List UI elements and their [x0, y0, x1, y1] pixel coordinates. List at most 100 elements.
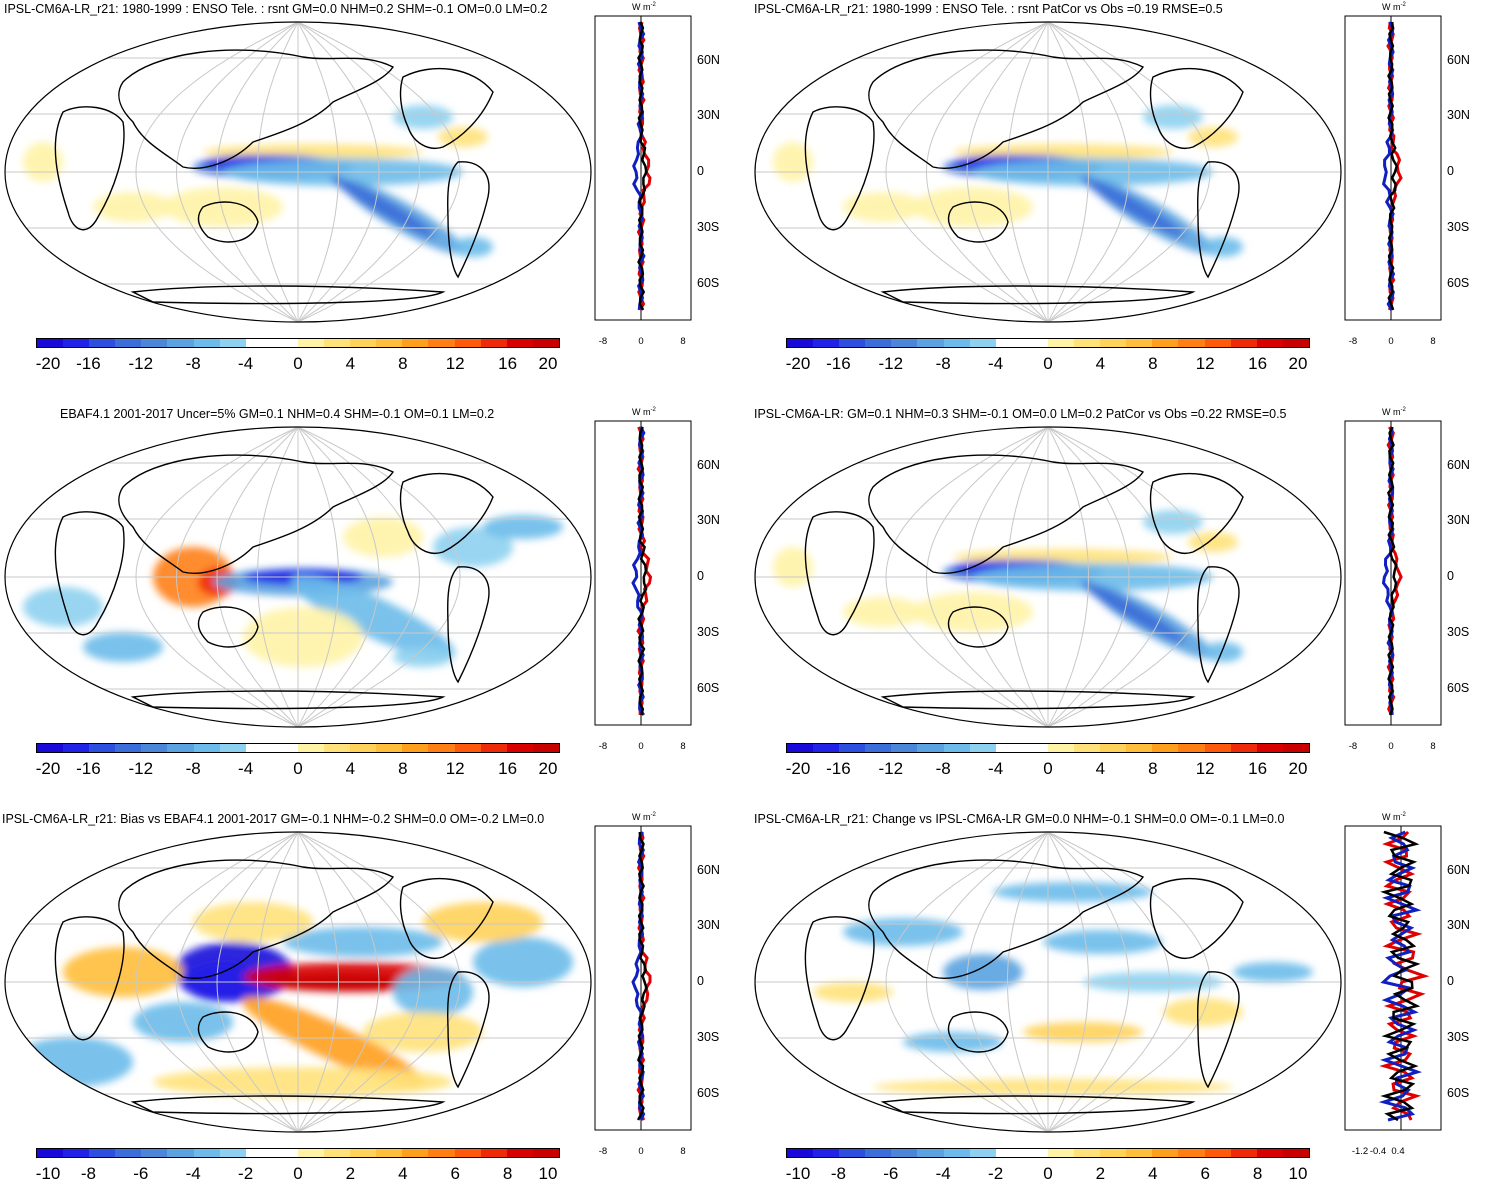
- colorbar-segment: [1178, 744, 1204, 752]
- field-anomaly-patch: [913, 187, 1033, 227]
- field-anomaly-patch: [843, 192, 923, 222]
- profile-tick-label: 8: [1430, 741, 1435, 752]
- colorbar-tick-label: 6: [450, 1164, 459, 1184]
- latitude-label: 30N: [697, 918, 720, 932]
- colorbar-tick-label: 8: [1253, 1164, 1262, 1184]
- profile-tick-label: 8: [1430, 336, 1435, 347]
- colorbar-tick-label: -8: [81, 1164, 96, 1184]
- colorbar-segment: [1048, 1149, 1074, 1157]
- profile-unit: W m-2: [632, 812, 656, 822]
- colorbar-segment: [507, 1149, 533, 1157]
- colorbar-segment: [298, 744, 324, 752]
- colorbar-segment: [507, 744, 533, 752]
- profile-tick-label: -8: [599, 1146, 607, 1157]
- field-anomaly-patch: [1188, 127, 1238, 147]
- colorbar-segment: [1283, 1149, 1309, 1157]
- colorbar-tick-label: 8: [503, 1164, 512, 1184]
- colorbar-segment: [167, 339, 193, 347]
- profile-tick-label: 0: [638, 1146, 643, 1157]
- colorbar-tick-label: -16: [826, 759, 851, 779]
- colorbar-segment: [220, 1149, 246, 1157]
- colorbar-segment: [996, 744, 1022, 752]
- colorbar-tick-label: -10: [36, 1164, 61, 1184]
- latitude-label: 60S: [1447, 681, 1469, 695]
- colorbar-labels: -20 -16 -12 -8 -4 0 4 8 12 16 20: [36, 354, 560, 376]
- colorbar-tick-label: 10: [539, 1164, 558, 1184]
- colorbar-segment: [865, 1149, 891, 1157]
- colorbar-segment: [533, 744, 559, 752]
- colorbar-tick-label: -12: [129, 354, 154, 374]
- colorbar-tick-label: 8: [398, 759, 407, 779]
- field-anomaly-patch: [913, 592, 1033, 632]
- latitude-label: 30N: [1447, 918, 1470, 932]
- colorbar-tick-label: -4: [988, 354, 1003, 374]
- profile-unit: W m-2: [1382, 812, 1406, 822]
- colorbar-labels: -10 -8 -6 -4 -2 0 2 4 6 8 10: [786, 1164, 1310, 1186]
- field-anomaly-patch: [1233, 962, 1313, 982]
- colorbar-segment: [141, 744, 167, 752]
- colorbar-segment: [891, 1149, 917, 1157]
- zonal-profile-plot: [1343, 824, 1443, 1134]
- field-anomaly-patch: [243, 607, 363, 667]
- profile-tick-label: 0: [638, 741, 643, 752]
- field-anomaly-patch: [23, 587, 103, 627]
- colorbar-segment: [376, 1149, 402, 1157]
- colorbar-tick-label: -20: [786, 759, 811, 779]
- colorbar: [786, 743, 1310, 753]
- colorbar-tick-label: 20: [1289, 354, 1308, 374]
- colorbar-segment: [944, 744, 970, 752]
- colorbar-segment: [37, 744, 63, 752]
- colorbar-tick-label: 2: [1096, 1164, 1105, 1184]
- colorbar-segment: [115, 1149, 141, 1157]
- colorbar-tick-label: -8: [936, 759, 951, 779]
- colorbar-segment: [787, 744, 813, 752]
- colorbar-segment: [1283, 744, 1309, 752]
- profile-tick-label: -1.2: [1352, 1146, 1368, 1157]
- colorbar-labels: -20 -16 -12 -8 -4 0 4 8 12 16 20: [786, 354, 1310, 376]
- latitude-label: 60S: [697, 1086, 719, 1100]
- colorbar-segment: [891, 744, 917, 752]
- colorbar-segment: [376, 339, 402, 347]
- colorbar-segment: [194, 339, 220, 347]
- colorbar-tick-label: 4: [398, 1164, 407, 1184]
- colorbar-segment: [115, 744, 141, 752]
- colorbar-segment: [324, 339, 350, 347]
- colorbar-tick-label: 0: [1043, 759, 1052, 779]
- colorbar-segment: [1231, 744, 1257, 752]
- field-anomaly-patch: [813, 982, 893, 1002]
- colorbar-segment: [272, 1149, 298, 1157]
- colorbar-segment: [37, 339, 63, 347]
- colorbar-segment: [220, 744, 246, 752]
- latitude-label: 60N: [697, 458, 720, 472]
- colorbar-segment: [455, 339, 481, 347]
- zonal-profile-plot: [593, 824, 693, 1134]
- zonal-profile-plot: [593, 419, 693, 729]
- profile-panel: [1343, 824, 1443, 1139]
- colorbar-tick-label: 4: [346, 759, 355, 779]
- colorbar-tick-label: -8: [831, 1164, 846, 1184]
- latitude-label: 0: [697, 569, 704, 583]
- colorbar-segment: [455, 1149, 481, 1157]
- colorbar-tick-label: -4: [936, 1164, 951, 1184]
- colorbar-segment: [996, 1149, 1022, 1157]
- colorbar-segment: [1231, 339, 1257, 347]
- profile-tick-label: -8: [599, 741, 607, 752]
- colorbar-tick-label: 16: [498, 759, 517, 779]
- field-anomaly-patch: [93, 192, 173, 222]
- colorbar-tick-label: -20: [786, 354, 811, 374]
- colorbar-segment: [89, 1149, 115, 1157]
- colorbar-tick-label: -4: [186, 1164, 201, 1184]
- colorbar-segment: [1074, 1149, 1100, 1157]
- colorbar: [36, 1148, 560, 1158]
- colorbar-segment: [1074, 339, 1100, 347]
- colorbar-tick-label: 6: [1200, 1164, 1209, 1184]
- colorbar-tick-label: 0: [1043, 1164, 1052, 1184]
- colorbar-tick-label: -12: [129, 759, 154, 779]
- colorbar-tick-label: 16: [1248, 354, 1267, 374]
- colorbar-segment: [970, 339, 996, 347]
- zonal-profile-plot: [1343, 14, 1443, 324]
- colorbar-segment: [839, 744, 865, 752]
- colorbar-segment: [813, 744, 839, 752]
- profile-unit: W m-2: [632, 407, 656, 417]
- colorbar-segment: [298, 339, 324, 347]
